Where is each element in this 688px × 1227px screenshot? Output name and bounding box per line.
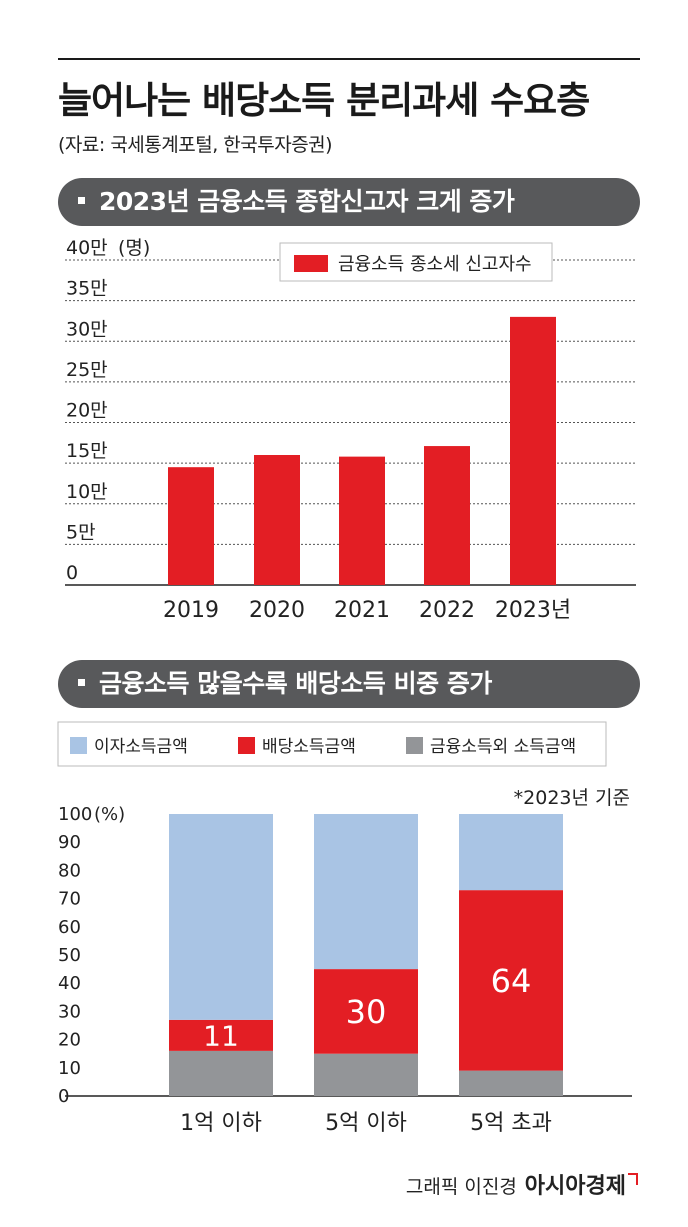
- credit: 그래픽 이진경 아시아경제: [406, 1168, 638, 1200]
- bar-2019: [168, 467, 214, 585]
- y-tick-label: 30만: [66, 318, 108, 340]
- bar-segment-금융소득외 소득금액: [169, 1050, 273, 1096]
- y-tick-label: 20만: [66, 400, 108, 422]
- legend-swatch-red: [294, 255, 328, 272]
- y-axis-unit: (명): [118, 237, 150, 259]
- x-tick-label: 2023년: [495, 598, 571, 623]
- x-tick-label: 1억 이하: [180, 1111, 262, 1136]
- y-tick-label: 20: [58, 1030, 81, 1051]
- y-tick-label: 10만: [66, 481, 108, 503]
- bar-segment-배당소득금액: [459, 890, 563, 1071]
- y-tick-label: 90: [58, 832, 81, 853]
- note: *2023년 기준: [514, 787, 630, 809]
- legend-label: 배당소득금액: [262, 737, 356, 757]
- legend-label: 금융소득외 소득금액: [430, 737, 576, 757]
- bar-2022: [424, 446, 470, 585]
- legend-label: 이자소득금액: [94, 737, 188, 757]
- credit-text: 그래픽 이진경: [405, 1176, 517, 1198]
- y-axis-unit: (%): [94, 804, 125, 825]
- x-tick-label: 5억 이하: [325, 1111, 407, 1136]
- section-header-1: 2023년 금융소득 종합신고자 크게 증가: [58, 178, 640, 226]
- y-tick-label: 50: [58, 945, 81, 966]
- y-tick-label: 5만: [66, 521, 96, 543]
- legend-swatch: [70, 737, 87, 754]
- data-label: 11: [203, 1019, 239, 1052]
- bar-segment-배당소득금액: [169, 1019, 273, 1051]
- x-tick-label: 2022: [419, 598, 475, 623]
- chart-income-share: 이자소득금액 배당소득금액 금융소득외 소득금액 *2023년 기준 0 10 20 30 40…: [57, 721, 632, 1136]
- section-header-2: 금융소득 많을수록 배당소득 비중 증가: [58, 660, 640, 708]
- legend-swatch: [238, 737, 255, 754]
- y-tick-label: 0: [58, 1086, 69, 1107]
- data-label: 30: [346, 993, 387, 1031]
- y-tick-label: 40만: [66, 237, 108, 259]
- y-tick-label: 100: [58, 804, 92, 825]
- y-tick-label: 30: [58, 1001, 81, 1022]
- top-rule: [58, 58, 640, 60]
- bar-2021: [339, 456, 385, 585]
- chart-filers: 0 5만 10만 15만 20만 25만 30만 35만 40만 (명) 2019 2020 2021 2…: [65, 237, 636, 623]
- y-tick-label: 80: [58, 860, 81, 881]
- legend-swatch: [406, 737, 423, 754]
- x-tick-label: 2019: [163, 598, 219, 623]
- bar-segment-이자소득금액: [459, 814, 563, 891]
- y-tick-label: 10: [58, 1058, 81, 1079]
- bar-segment-이자소득금액: [169, 814, 273, 1020]
- bar-segment-이자소득금액: [314, 814, 418, 970]
- bar-segment-배당소득금액: [314, 969, 418, 1054]
- section-title-1: 2023년 금융소득 종합신고자 크게 증가: [99, 187, 515, 216]
- x-tick-label: 5억 초과: [470, 1111, 552, 1136]
- legend-label: 금융소득 종소세 신고자수: [338, 254, 532, 275]
- x-tick-label: 2020: [249, 598, 305, 623]
- legend-box: [57, 721, 607, 767]
- y-tick-label: 70: [58, 889, 81, 910]
- page-title: 늘어나는 배당소득 분리과세 수요층: [58, 79, 590, 122]
- source-note: (자료: 국세통계포털, 한국투자증권): [58, 134, 333, 156]
- brand-mark-icon: [628, 1173, 638, 1185]
- brand-logo: 아시아경제: [524, 1174, 626, 1199]
- y-tick-label: 40: [58, 973, 81, 994]
- bar-segment-금융소득외 소득금액: [314, 1053, 418, 1096]
- bullet-icon: [78, 196, 85, 204]
- y-tick-label: 35만: [66, 278, 108, 300]
- y-tick-label: 15만: [66, 440, 108, 462]
- y-tick-label: 0: [66, 562, 78, 584]
- y-tick-label: 25만: [66, 359, 108, 381]
- bar-2023년: [510, 316, 556, 585]
- data-label: 64: [491, 962, 532, 1000]
- section-title-2: 금융소득 많을수록 배당소득 비중 증가: [99, 669, 492, 698]
- y-tick-label: 60: [58, 917, 81, 938]
- bullet-icon: [78, 678, 85, 686]
- x-tick-label: 2021: [334, 598, 390, 623]
- bar-2020: [254, 455, 300, 585]
- bar-segment-금융소득외 소득금액: [459, 1070, 563, 1096]
